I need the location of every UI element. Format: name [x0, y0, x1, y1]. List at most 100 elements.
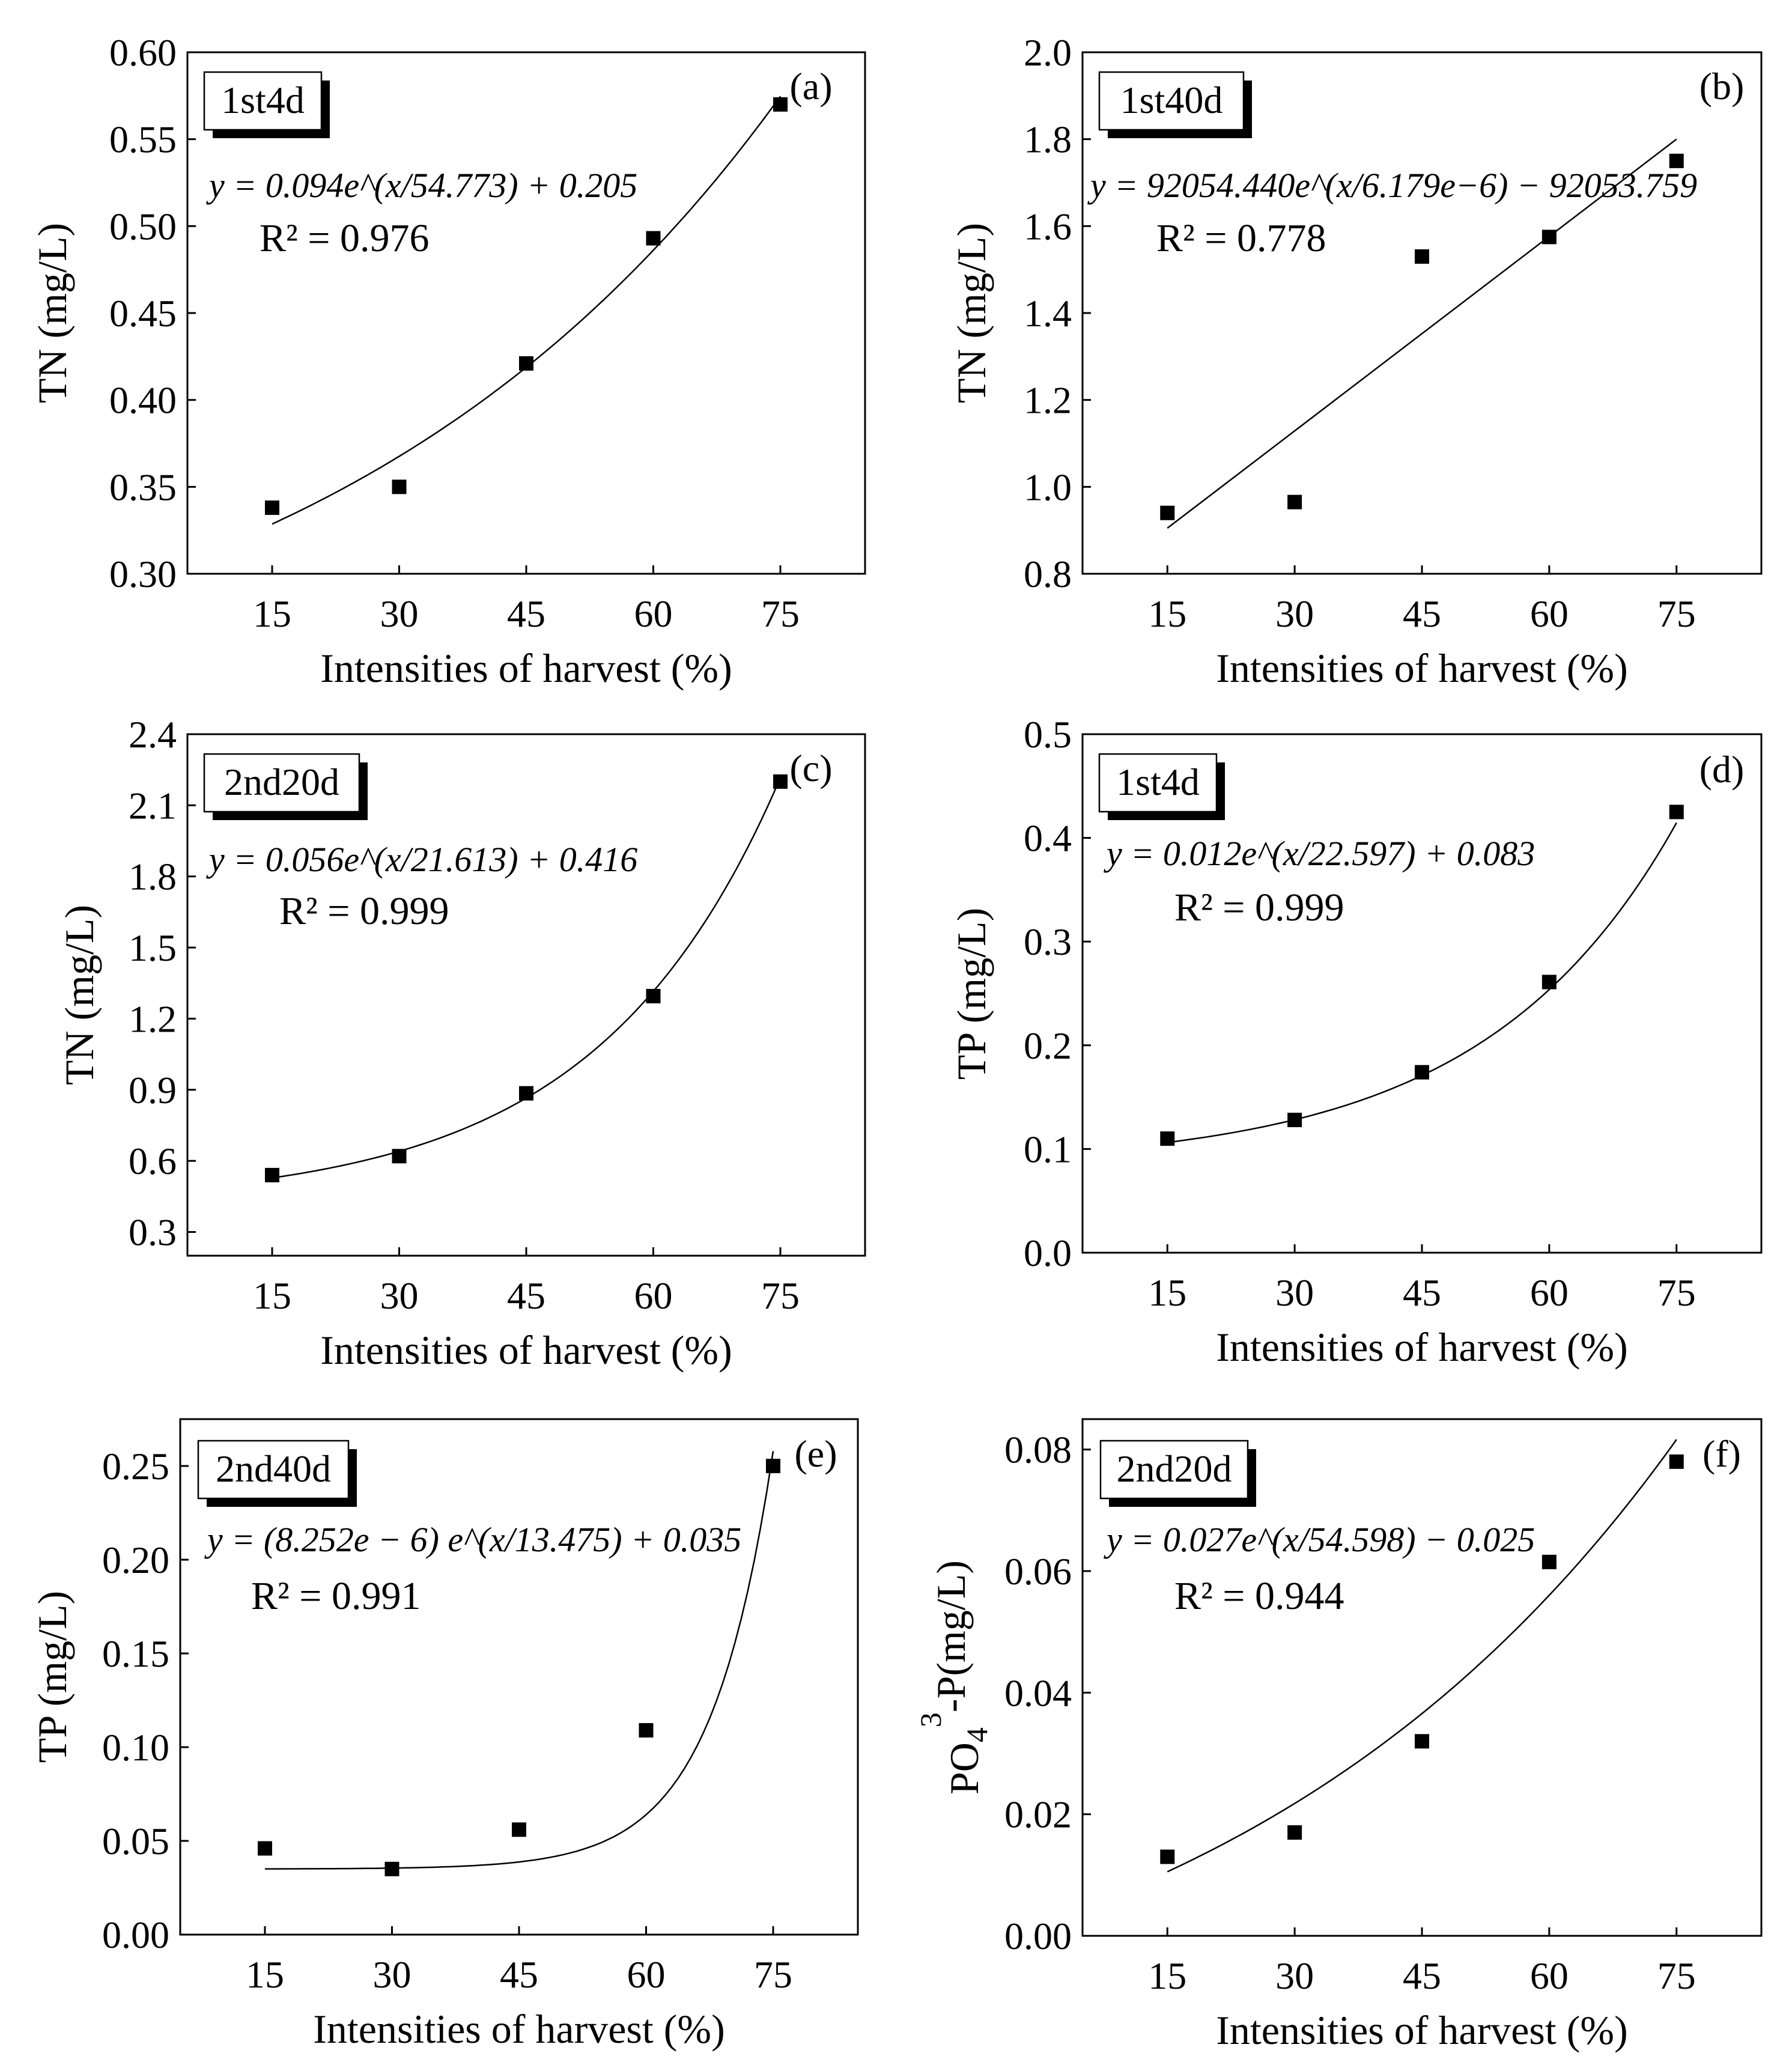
data-point [1669, 1454, 1684, 1469]
data-point [1541, 230, 1557, 245]
data-point [1415, 1065, 1429, 1080]
r-squared: R² = 0.991 [251, 1574, 421, 1618]
x-axis-label: Intensities of harvest (%) [320, 645, 732, 691]
data-point [646, 231, 661, 246]
x-tick-label: 60 [627, 1953, 666, 1996]
fit-equation: y = (8.252e − 6) e^(x/13.475) + 0.035 [204, 1520, 741, 1559]
condition-tag: 1st40d [1120, 79, 1223, 121]
y-tick-label: 2.0 [1024, 31, 1072, 74]
y-tick-label: 0.3 [1024, 920, 1072, 963]
data-point [265, 1167, 279, 1182]
data-point [519, 1086, 533, 1101]
r-squared: R² = 0.944 [1174, 1574, 1344, 1618]
y-axis-label: TP (mg/L) [949, 908, 994, 1080]
data-point [519, 356, 533, 371]
y-tick-label: 1.4 [1024, 292, 1072, 335]
y-tick-label: 1.0 [1024, 466, 1072, 508]
y-axis-label: PO43-P(mg/L) [914, 1560, 994, 1795]
y-tick-label: 1.2 [1024, 379, 1072, 422]
y-tick-label: 2.1 [129, 784, 177, 827]
x-tick-label: 15 [1148, 1954, 1186, 1997]
condition-tag: 2nd20d [1117, 1447, 1232, 1490]
panel-b: 15 30 45 60 75 0.8 1.0 1.2 1.4 1.6 1.8 2.0 Intensiti… [949, 31, 1763, 691]
x-tick-label: 75 [761, 1274, 800, 1317]
data-point [1669, 153, 1684, 168]
y-tick-label: 0.60 [109, 31, 177, 74]
y-tick-label: 0.08 [1004, 1429, 1072, 1471]
x-axis-label: Intensities of harvest (%) [320, 1327, 732, 1373]
x-tick-label: 60 [1530, 1954, 1569, 1997]
condition-tag: 2nd20d [224, 761, 339, 803]
x-tick-label: 75 [761, 592, 800, 635]
x-tick-label: 30 [373, 1953, 412, 1996]
tag-box [1098, 753, 1218, 813]
data-point [1160, 1131, 1175, 1146]
x-tick-label: 45 [1403, 1954, 1441, 1997]
y-tick-label: 0.00 [102, 1914, 169, 1956]
data-point [1669, 804, 1684, 820]
y-tick-label: 0.4 [1024, 817, 1072, 860]
y-tick-label: 1.2 [129, 997, 177, 1040]
x-tick-label: 60 [1530, 1271, 1569, 1314]
fit-equation: y = 0.056e^(x/21.613) + 0.416 [206, 840, 637, 879]
fit-curve [1167, 1439, 1677, 1873]
data-point [773, 97, 788, 112]
y-tick-label: 0.25 [102, 1445, 169, 1488]
y-tick-label: 0.30 [109, 553, 177, 595]
r-squared: R² = 0.976 [260, 216, 430, 260]
data-point [639, 1723, 654, 1738]
x-tick-label: 30 [380, 1274, 419, 1317]
y-tick-label: 0.2 [1024, 1024, 1072, 1067]
y-tick-label: 0.55 [109, 118, 177, 161]
data-point [1160, 1849, 1175, 1864]
data-point [646, 988, 661, 1003]
x-tick-label: 60 [634, 592, 673, 635]
r-squared: R² = 0.999 [1174, 886, 1344, 929]
x-tick-label: 15 [246, 1953, 284, 1996]
x-tick-label: 15 [253, 1274, 291, 1317]
fit-curve [272, 96, 782, 525]
data-point [258, 1841, 272, 1856]
condition-tag: 2nd40d [216, 1447, 331, 1490]
y-tick-label: 0.00 [1004, 1915, 1072, 1957]
y-tick-label: 0.1 [1024, 1128, 1072, 1170]
y-axis-label: TN (mg/L) [56, 905, 102, 1085]
y-tick-label: 0.35 [109, 466, 177, 508]
data-point [392, 479, 407, 494]
tag-box [1098, 71, 1245, 131]
y-tick-label: 1.5 [129, 926, 177, 969]
data-point [1160, 505, 1175, 520]
data-point [1287, 1113, 1302, 1128]
x-axis-label: Intensities of harvest (%) [1216, 645, 1627, 691]
fit-equation: y = 92054.440e^(x/6.179e−6) − 92053.759 [1087, 166, 1697, 205]
x-tick-label: 75 [1657, 1271, 1696, 1314]
y-axis-label: TP (mg/L) [29, 1591, 75, 1763]
y-tick-label: 0.0 [1024, 1232, 1072, 1274]
fit-equation: y = 0.012e^(x/22.597) + 0.083 [1104, 834, 1535, 873]
x-axis-label: Intensities of harvest (%) [1216, 1324, 1627, 1370]
y-tick-label: 0.02 [1004, 1793, 1072, 1836]
data-point [1287, 494, 1302, 509]
x-tick-label: 30 [380, 592, 419, 635]
data-point [1415, 1734, 1429, 1749]
y-tick-label: 0.40 [109, 379, 177, 422]
fit-curve [265, 1451, 774, 1870]
x-tick-label: 30 [1275, 592, 1314, 635]
panel-letter: (c) [789, 747, 832, 789]
data-point [384, 1861, 399, 1876]
condition-tag: 1st4d [1116, 761, 1200, 803]
y-tick-label: 1.8 [129, 856, 177, 898]
x-tick-label: 30 [1275, 1954, 1314, 1997]
y-tick-label: 0.45 [109, 292, 177, 335]
panel-a: 15 30 45 60 75 0.30 0.35 0.40 0.45 0.50 0.55 0.60 In… [29, 31, 866, 691]
r-squared: R² = 0.778 [1156, 216, 1326, 260]
y-tick-label: 1.8 [1024, 118, 1072, 161]
y-tick-label: 0.6 [129, 1140, 177, 1182]
tag-box [197, 1440, 350, 1500]
data-point [1541, 975, 1557, 990]
data-point [766, 1459, 780, 1473]
y-tick-label: 0.50 [109, 205, 177, 248]
y-tick-label: 0.06 [1004, 1550, 1072, 1593]
y-tick-label: 0.3 [129, 1211, 177, 1254]
panel-letter: (a) [789, 65, 832, 108]
